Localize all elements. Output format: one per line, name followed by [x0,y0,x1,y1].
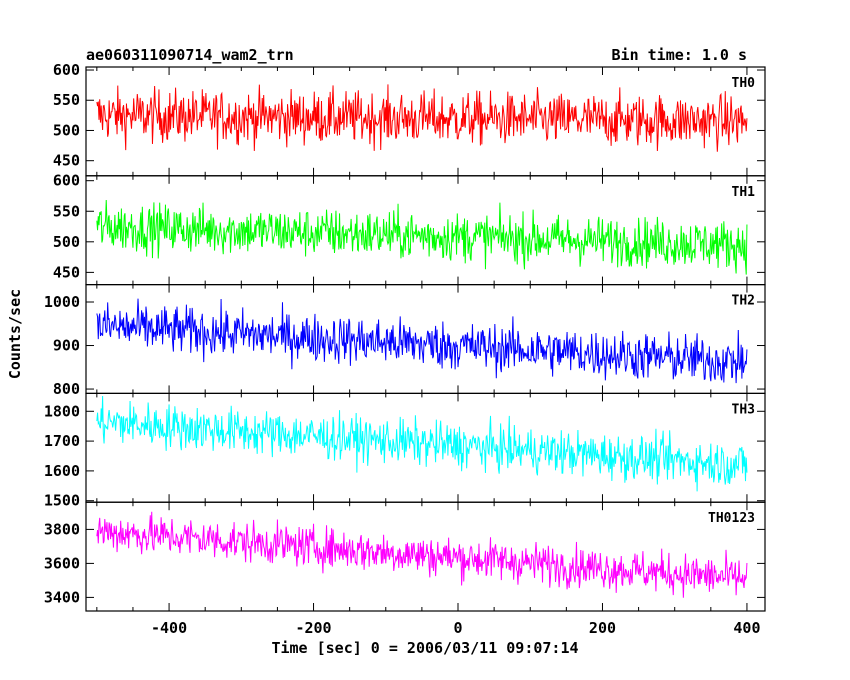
y-axis-label: Counts/sec [6,289,24,379]
series-line-th0 [96,84,748,152]
x-tick-label: 200 [589,619,616,637]
panel-label: TH2 [732,294,755,309]
panel-frame [85,501,766,612]
y-tick-label: 1700 [44,432,80,450]
y-tick-label: 900 [53,337,80,355]
series-line-th3 [96,396,748,492]
x-tick-label: 400 [733,619,760,637]
bin-time-label: Bin time: 1.0 s [612,46,747,64]
y-tick-label: 600 [53,61,80,79]
y-tick-label: 450 [53,152,80,170]
y-tick-label: 3400 [44,588,80,606]
y-tick-label: 600 [53,172,80,190]
y-tick-label: 1500 [44,492,80,510]
panel-th0: 450 500 550 600 TH0 [53,61,766,177]
x-tick-label: 0 [453,619,462,637]
panel-th0123: 3400 3600 3800 TH0123 [44,501,766,612]
x-tick-label: -200 [295,619,331,637]
x-tick-label: -400 [151,619,187,637]
y-tick-label: 3800 [44,520,80,538]
panel-label: TH0123 [708,511,755,526]
panel-label: TH3 [732,402,755,417]
y-tick-label: 1800 [44,402,80,420]
y-tick-label: 550 [53,91,80,109]
series-line-th2 [96,298,748,384]
panel-th1: 450 500 550 600 TH1 [53,172,766,286]
panel-frame [85,284,766,395]
y-tick-label: 3600 [44,554,80,572]
chart-title: ae060311090714_wam2_trn [86,46,294,64]
panel-label: TH0 [732,76,756,91]
y-tick-label: 1000 [44,293,80,311]
y-tick-label: 550 [53,202,80,220]
series-line-th1 [96,200,748,275]
panel-th2: 800 900 1000 TH2 [44,284,766,398]
x-axis: -400 -200 0 200 400 [151,619,760,637]
y-tick-label: 800 [53,380,80,398]
y-tick-label: 1600 [44,462,80,480]
y-tick-label: 500 [53,121,80,139]
panel-label: TH1 [732,185,756,200]
panel-th3: 1500 1600 1700 1800 TH3 [44,392,766,510]
y-tick-label: 500 [53,233,80,251]
x-axis-label: Time [sec] 0 = 2006/03/11 09:07:14 [271,639,578,657]
panels-group: 450 500 550 600 TH0 450 500 550 600 TH1 800 900 1000… [44,61,766,612]
series-line-th0123 [96,511,748,598]
y-tick-label: 450 [53,263,80,281]
